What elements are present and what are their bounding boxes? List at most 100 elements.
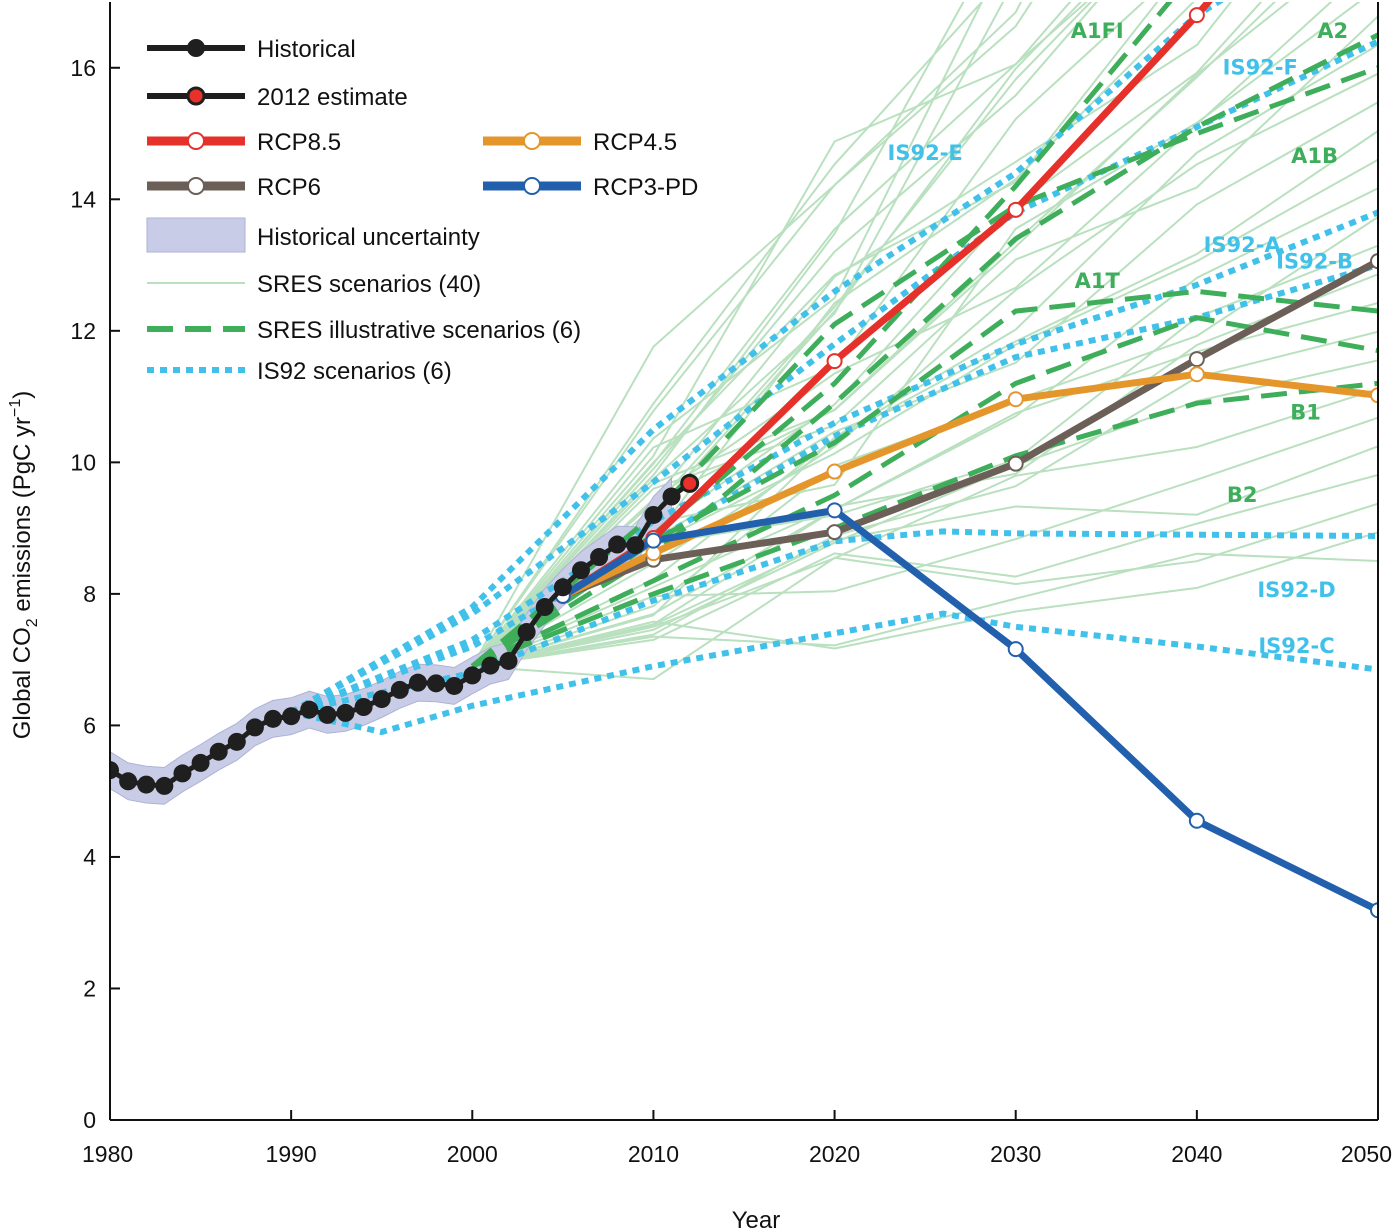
sres-scenario-line [471, 2, 1290, 667]
x-tick-label: 2030 [990, 1141, 1041, 1167]
legend: Historical 2012 estimate RCP8.5 RCP4.5 RCP6 R… [146, 36, 698, 385]
annotation-label: IS92-A [1204, 233, 1282, 257]
y-tick-label: 12 [70, 318, 96, 344]
rcp3pd-marker [1007, 641, 1024, 658]
sres-scenario-line [472, 502, 1378, 681]
rcp45-marker [1370, 387, 1378, 404]
rcp3pd-marker [1370, 902, 1378, 919]
legend-entry-rcp85: RCP8.5 [147, 129, 341, 156]
legend-marker [523, 177, 541, 195]
historical-point [264, 709, 283, 728]
annotation-label: A1B [1291, 144, 1338, 168]
sres-scenario-line [471, 2, 983, 667]
historical-point [119, 772, 138, 791]
historical-point [644, 505, 663, 524]
rcp6-marker [1370, 253, 1378, 270]
sres-scenario-line [472, 531, 1378, 668]
historical-point [608, 535, 627, 554]
rcp6-line [561, 258, 1378, 600]
rcp3pd-marker [826, 502, 843, 519]
sres-illustrative-line-b1 [471, 315, 1378, 669]
rcp6-marker [1188, 351, 1205, 368]
legend-entry-is92: IS92 scenarios (6) [147, 358, 452, 385]
legend-entry-rcp6: RCP6 [147, 174, 321, 201]
historical-point [553, 578, 572, 597]
is92-line-is92-c [290, 610, 1378, 736]
is92-line-is92-d [290, 528, 1378, 716]
sres-scenario-line [471, 2, 984, 667]
legend-marker [186, 86, 206, 106]
sres-scenario-line [472, 330, 1378, 668]
historical-point [155, 776, 174, 795]
y-tick-label: 8 [83, 581, 96, 607]
legend-label: 2012 estimate [257, 84, 408, 111]
historical-point [517, 623, 536, 642]
y-tick-label: 14 [70, 186, 96, 212]
y-tick-label: 16 [70, 55, 96, 81]
annotation-label: A2 [1317, 19, 1348, 43]
sres-scenario-line [471, 2, 1033, 667]
historical-point [209, 742, 228, 761]
x-tick-label: 2020 [809, 1141, 860, 1167]
y-tick-label: 4 [83, 844, 96, 870]
x-tick-label: 1980 [82, 1141, 133, 1167]
legend-entry-uncertainty: Historical uncertainty [146, 217, 480, 253]
historical-point [445, 676, 464, 695]
annotation-label: IS92-D [1257, 578, 1335, 602]
sres-scenario-line [471, 2, 1023, 667]
y-tick-label: 2 [83, 975, 96, 1001]
sres-scenario-line [471, 72, 1378, 668]
annotation-label: A1FI [1071, 19, 1124, 43]
sres-illustrative-line-a1t [470, 288, 1378, 669]
y-tick-label: 0 [83, 1107, 96, 1133]
legend-label: RCP8.5 [257, 129, 341, 156]
rcp45-marker [1007, 391, 1024, 408]
legend-label: SRES scenarios (40) [257, 271, 481, 298]
axes: 1980 1990 2000 2010 2020 2030 2040 2050 0 2 4 6 8 10 1… [70, 2, 1392, 1167]
historical-point [318, 705, 337, 724]
legend-label: RCP6 [257, 174, 321, 201]
legend-marker [187, 132, 205, 150]
sres-scenario-line [472, 187, 1378, 668]
sres-scenario-line [471, 2, 1145, 667]
legend-entry-sres: SRES scenarios (40) [147, 271, 481, 298]
legend-marker [187, 39, 205, 57]
legend-label: Historical uncertainty [257, 224, 480, 251]
legend-marker [523, 132, 541, 150]
annotation-label: B1 [1290, 401, 1321, 425]
historical-point [626, 536, 645, 555]
is92-line-is92-f [289, 38, 1378, 715]
annotation-label: IS92-C [1258, 634, 1334, 658]
historical-point [427, 674, 446, 693]
historical-point [336, 703, 355, 722]
historical-point [245, 718, 264, 737]
historical-point [463, 666, 482, 685]
annotation-label: IS92-E [888, 141, 963, 165]
y-axis-title: Global CO2 emissions (PgC yr−1) [7, 391, 41, 740]
historical-point [110, 761, 119, 780]
historical-point [227, 732, 246, 751]
legend-entry-sres_illustrative: SRES illustrative scenarios (6) [147, 317, 581, 344]
legend-label: SRES illustrative scenarios (6) [257, 317, 581, 344]
historical-point [590, 548, 609, 567]
plot-area: A1FI A2 A1B A1T B1 B2 IS92-F IS92-E IS92-AIS92-B… [110, 2, 1378, 919]
historical-point [372, 690, 391, 709]
sres-scenario-line [472, 359, 1378, 668]
historical-point [390, 680, 409, 699]
sres-scenario-line [471, 2, 1005, 667]
historical-point [535, 598, 554, 617]
sres-scenario-line [471, 273, 1378, 668]
legend-label: IS92 scenarios (6) [257, 358, 452, 385]
rcp45-marker [1188, 366, 1205, 383]
x-axis-title: Year [732, 1207, 781, 1232]
sres-scenario-line [471, 2, 1072, 667]
x-tick-label: 2000 [447, 1141, 498, 1167]
sres-scenario-line [471, 244, 1378, 668]
historical-point [282, 707, 301, 726]
sres-scenario-line [472, 552, 1378, 668]
annotation-label: IS92-B [1276, 249, 1353, 273]
legend-label: RCP4.5 [593, 129, 677, 156]
rcp85-marker [826, 353, 843, 370]
